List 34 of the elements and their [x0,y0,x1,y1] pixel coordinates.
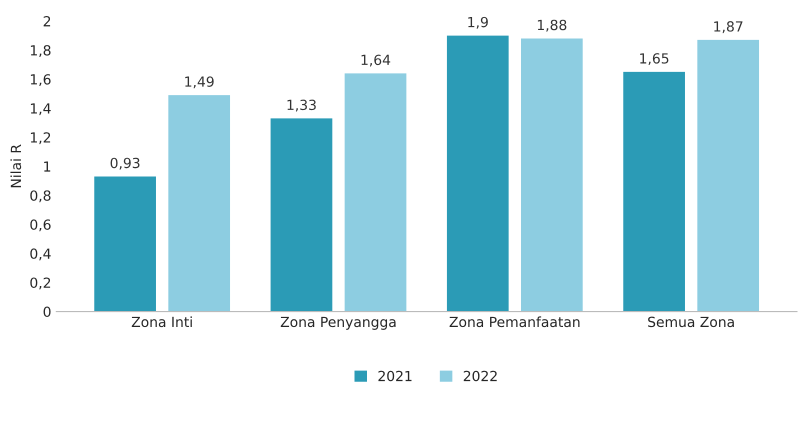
data-label: 0,93 [110,158,140,170]
bar [344,73,406,312]
y-tick-label: 0,8 [30,190,51,202]
bar [623,72,685,312]
data-label: 1,87 [714,21,742,34]
y-axis-title: Nilai R [10,144,22,188]
data-label: 1,33 [288,100,316,112]
y-tick-label: 0,6 [30,219,51,232]
y-tick-label: 1,8 [30,45,51,57]
x-tick-label: Zona Pemanfaatan [450,316,580,328]
data-label: 1,64 [362,54,390,67]
bar [168,95,230,312]
bar [446,36,509,312]
data-label: 1,49 [185,76,214,88]
y-tick-label: 0,2 [30,277,50,290]
data-label: 1,9 [468,16,488,29]
y-tick-label: 1 [44,161,50,172]
legend-label: 2022 [464,370,497,382]
bar [520,38,583,312]
bar [697,40,760,312]
x-tick-label: Zona Penyangga [280,316,396,330]
bar [94,176,156,312]
y-tick-label: 0,4 [30,248,51,260]
data-label: 1,88 [538,20,566,32]
x-tick-label: Semua Zona [648,316,734,328]
y-tick-label: 1,2 [30,132,50,144]
y-tick-label: 1,4 [30,103,51,116]
legend-label: 2021 [378,370,412,382]
y-tick-label: 1,6 [30,74,51,86]
x-tick-label: Zona Inti [132,316,192,328]
data-label: 1,65 [640,53,668,66]
bar [270,118,332,312]
y-tick-label: 2 [44,16,50,26]
y-tick-label: 0 [44,306,51,318]
